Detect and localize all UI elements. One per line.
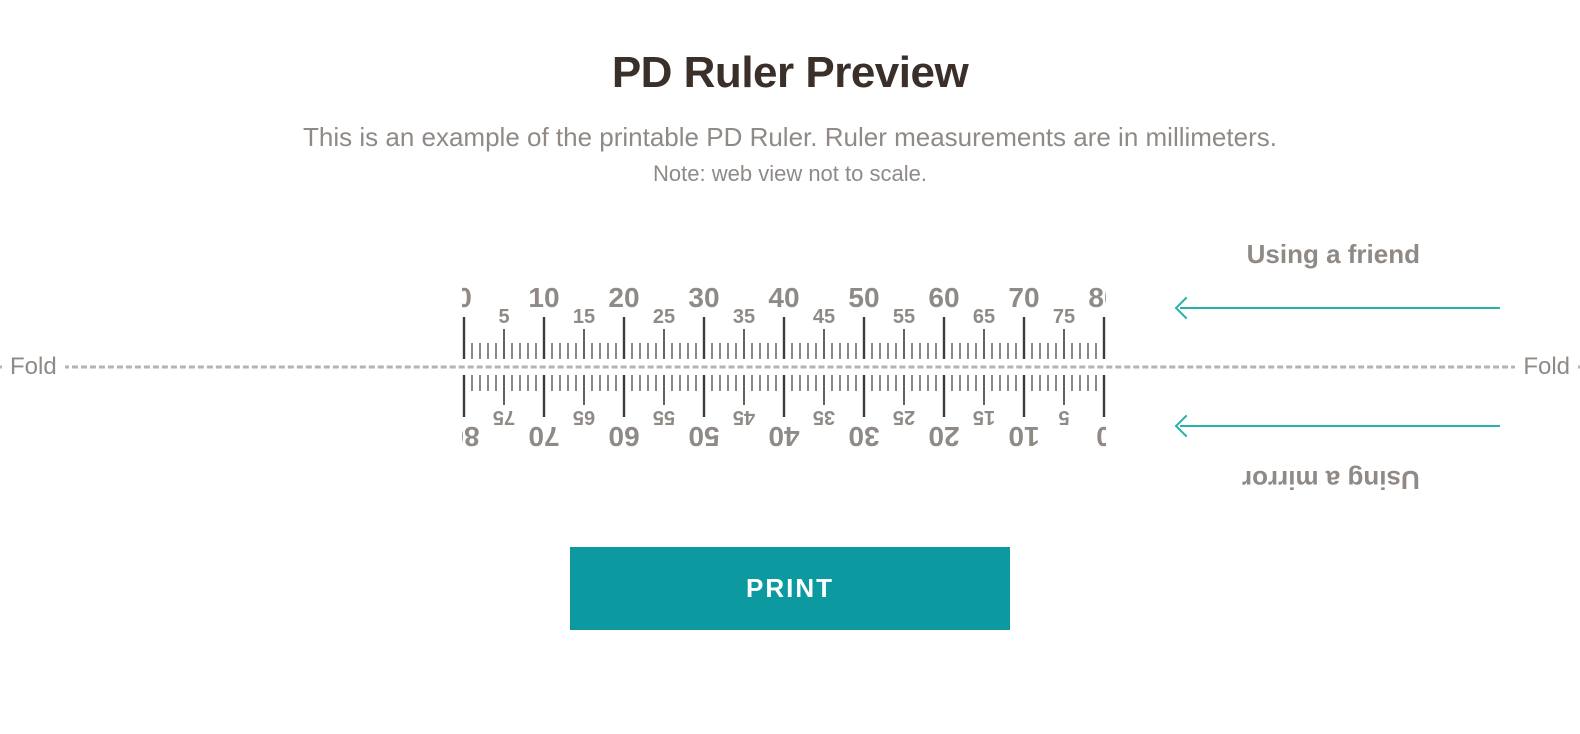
ruler-area: Fold Fold Using a friend Using a mirror … <box>0 237 1580 497</box>
page-container: PD Ruler Preview This is an example of t… <box>0 0 1580 630</box>
svg-text:45: 45 <box>733 406 755 428</box>
svg-text:75: 75 <box>1053 306 1075 328</box>
svg-text:25: 25 <box>653 306 675 328</box>
svg-text:75: 75 <box>493 406 515 428</box>
svg-text:55: 55 <box>893 306 915 328</box>
svg-text:10: 10 <box>528 282 559 313</box>
svg-text:30: 30 <box>848 421 879 452</box>
side-label-mirror: Using a mirror <box>1242 464 1420 495</box>
svg-text:15: 15 <box>973 406 995 428</box>
page-subtitle: This is an example of the printable PD R… <box>0 122 1580 153</box>
arrow-bottom <box>1180 425 1500 427</box>
svg-text:20: 20 <box>928 421 959 452</box>
svg-text:80: 80 <box>1088 282 1106 313</box>
svg-text:55: 55 <box>653 406 675 428</box>
svg-text:0: 0 <box>1096 421 1106 452</box>
svg-text:35: 35 <box>813 406 835 428</box>
scale-note: Note: web view not to scale. <box>0 161 1580 187</box>
svg-text:65: 65 <box>573 406 595 428</box>
ruler-diagram: 0 10 20 30 40 50 60 70 80 5 15 25 35 45 55 65 75 0 10 20 30 4… <box>462 237 1106 497</box>
svg-text:40: 40 <box>768 421 799 452</box>
svg-text:70: 70 <box>528 421 559 452</box>
svg-text:0: 0 <box>462 282 472 313</box>
fold-label-left: Fold <box>2 353 65 381</box>
print-button[interactable]: PRINT <box>570 547 1010 630</box>
svg-text:30: 30 <box>688 282 719 313</box>
svg-text:70: 70 <box>1008 282 1039 313</box>
svg-text:50: 50 <box>688 421 719 452</box>
svg-text:5: 5 <box>1058 406 1069 428</box>
svg-text:80: 80 <box>462 421 480 452</box>
svg-text:15: 15 <box>573 306 595 328</box>
svg-text:40: 40 <box>768 282 799 313</box>
page-title: PD Ruler Preview <box>0 48 1580 98</box>
svg-text:5: 5 <box>498 306 509 328</box>
arrow-top <box>1180 307 1500 309</box>
svg-text:10: 10 <box>1008 421 1039 452</box>
svg-text:60: 60 <box>608 421 639 452</box>
svg-text:20: 20 <box>608 282 639 313</box>
fold-label-right: Fold <box>1515 353 1578 381</box>
svg-text:35: 35 <box>733 306 755 328</box>
side-label-friend: Using a friend <box>1247 239 1420 270</box>
svg-text:45: 45 <box>813 306 835 328</box>
svg-text:50: 50 <box>848 282 879 313</box>
svg-text:60: 60 <box>928 282 959 313</box>
svg-text:25: 25 <box>893 406 915 428</box>
svg-text:65: 65 <box>973 306 995 328</box>
